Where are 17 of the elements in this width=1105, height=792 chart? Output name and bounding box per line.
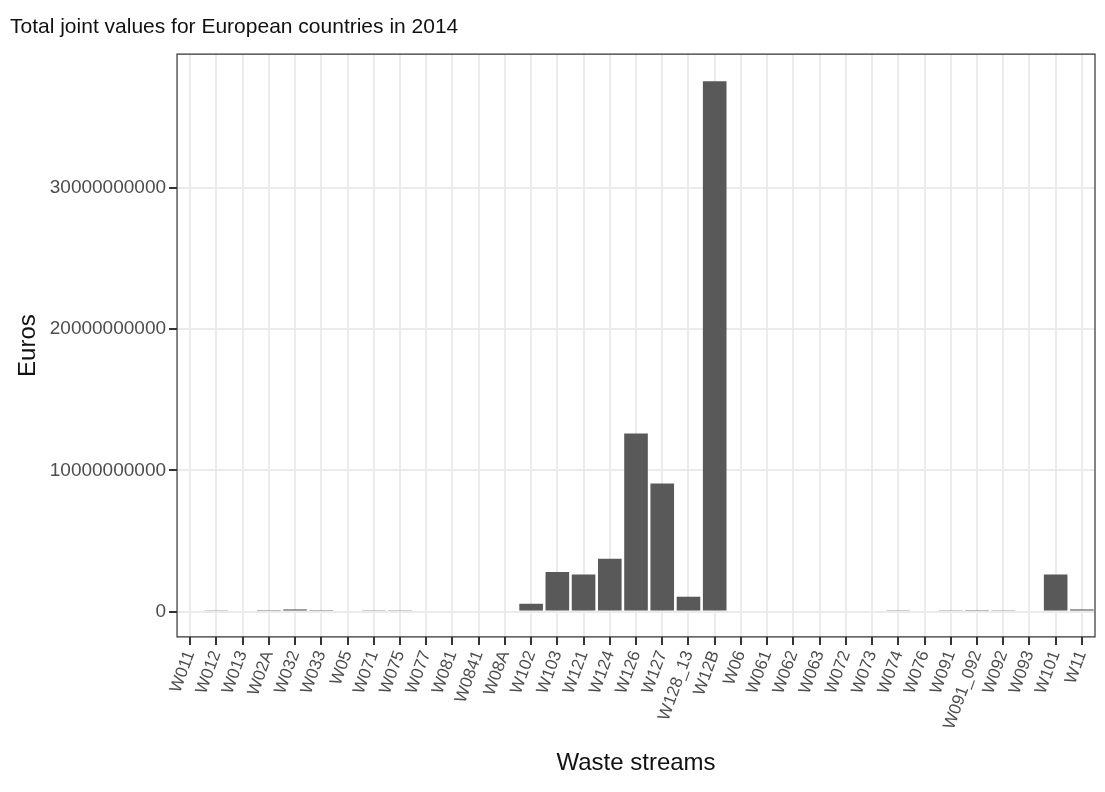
bar [571, 574, 596, 611]
x-tick-label: W11 [1060, 647, 1091, 687]
bar [1043, 574, 1068, 611]
y-tick-label: 20000000000 [49, 317, 167, 339]
y-tick-label: 0 [155, 599, 167, 621]
bar [519, 603, 543, 611]
bar [624, 433, 648, 611]
chart-title: Total joint values for European countries in 2014 [10, 14, 459, 38]
bar [702, 81, 727, 611]
bar [545, 572, 570, 611]
bar [597, 558, 622, 611]
y-axis-title: Euros [13, 314, 41, 377]
x-axis-title: Waste streams [556, 748, 716, 776]
bar [650, 483, 675, 611]
bar [676, 596, 701, 611]
y-tick-label: 10000000000 [49, 458, 167, 480]
y-tick-label: 30000000000 [49, 176, 167, 198]
